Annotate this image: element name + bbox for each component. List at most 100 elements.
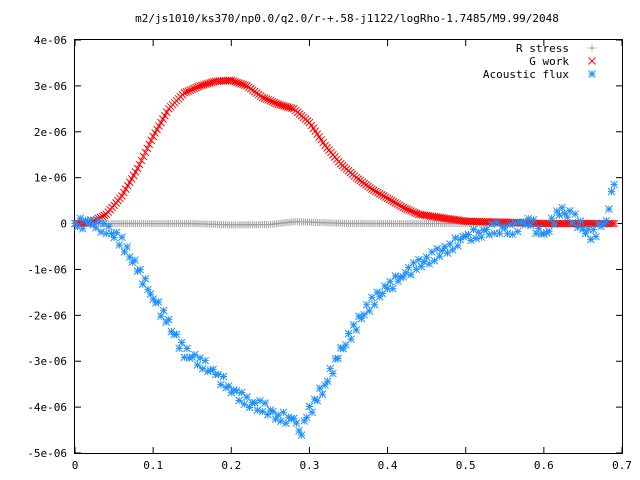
data-point	[147, 136, 156, 145]
data-point	[118, 192, 126, 200]
data-point	[389, 197, 398, 206]
data-point	[129, 171, 138, 180]
data-point	[131, 168, 140, 176]
y-tick-label: 4e-06	[34, 34, 67, 47]
data-point	[395, 201, 404, 210]
data-point	[162, 108, 171, 117]
data-point	[566, 207, 574, 215]
y-tick-label: -2e-06	[27, 309, 67, 322]
data-point	[260, 94, 269, 103]
data-point	[224, 382, 233, 390]
data-point	[232, 387, 241, 395]
data-point	[448, 246, 457, 254]
data-point	[555, 211, 564, 220]
data-point	[262, 95, 271, 103]
data-point	[607, 187, 616, 196]
data-point	[305, 402, 314, 411]
data-point	[270, 98, 279, 107]
y-tick-label: -4e-06	[27, 401, 67, 414]
data-point	[105, 222, 113, 231]
data-point	[559, 219, 568, 228]
data-point	[145, 140, 154, 149]
data-point	[370, 186, 378, 195]
y-tick-label: -1e-06	[27, 263, 67, 276]
data-point	[605, 205, 613, 213]
data-point	[545, 227, 553, 236]
data-point	[393, 200, 402, 208]
data-point	[127, 174, 136, 183]
y-tick-label: -3e-06	[27, 355, 67, 368]
x-tick-label: 0.4	[378, 459, 398, 472]
data-point	[381, 193, 390, 202]
data-point	[477, 233, 486, 242]
data-point	[182, 88, 191, 96]
data-point	[287, 104, 296, 113]
data-point	[521, 220, 530, 229]
y-tick-label: 1e-06	[34, 172, 67, 185]
data-point	[391, 199, 400, 207]
data-point	[485, 230, 494, 239]
series-g-work	[71, 76, 619, 228]
data-point	[606, 219, 615, 228]
data-point	[219, 372, 228, 381]
data-point	[192, 83, 200, 92]
data-point	[91, 224, 100, 232]
data-point	[264, 96, 273, 104]
data-point	[154, 298, 163, 306]
data-point	[119, 188, 128, 197]
data-point	[399, 203, 408, 212]
data-point	[250, 398, 259, 407]
data-point	[97, 228, 105, 236]
data-point	[586, 219, 595, 228]
data-point	[529, 215, 538, 224]
data-point	[610, 180, 619, 189]
data-point	[118, 233, 126, 242]
data-point	[133, 164, 142, 173]
data-point	[576, 217, 585, 225]
y-tick-label: -5e-06	[27, 447, 67, 460]
y-tick-label: 0	[60, 218, 67, 231]
legend-label: G work	[529, 55, 569, 68]
data-point	[588, 219, 597, 228]
data-point	[352, 326, 361, 334]
data-point	[573, 223, 582, 232]
data-point	[543, 219, 552, 228]
data-point	[258, 93, 267, 102]
legend-label: Acoustic flux	[483, 68, 569, 81]
data-point	[360, 310, 368, 319]
data-point	[472, 234, 480, 243]
data-point	[131, 256, 139, 265]
data-point	[347, 335, 355, 344]
data-point	[513, 227, 522, 236]
data-point	[282, 419, 290, 428]
data-point	[121, 185, 130, 193]
data-point	[237, 388, 246, 397]
data-point	[190, 84, 199, 93]
data-point	[362, 300, 371, 309]
data-point	[186, 86, 195, 95]
data-point	[375, 189, 384, 198]
data-point	[201, 356, 210, 365]
legend-marker	[588, 70, 596, 78]
data-point	[141, 148, 150, 157]
data-point	[368, 185, 376, 193]
data-point	[411, 208, 419, 217]
data-point	[506, 220, 514, 229]
chart-title: m2/js1010/ks370/np0.0/q2.0/r-+.58-j1122/…	[135, 12, 559, 25]
legend-marker	[588, 44, 596, 52]
y-tick-label: 2e-06	[34, 126, 67, 139]
data-point	[318, 390, 327, 398]
data-point	[177, 338, 186, 347]
data-point	[409, 207, 417, 216]
axis-ticks: 0 0.1 0.2 0.3 0.4 0.5 0.6 0.7 -5e-06 -4e-06 -3e-06…	[27, 34, 632, 472]
data-point	[193, 361, 202, 369]
x-tick-label: 0.6	[534, 459, 554, 472]
data-point	[403, 205, 411, 214]
data-point	[292, 419, 301, 427]
data-point	[308, 408, 316, 417]
data-point	[297, 431, 306, 440]
data-point	[183, 344, 191, 353]
data-point	[136, 265, 144, 274]
data-point	[425, 260, 434, 268]
